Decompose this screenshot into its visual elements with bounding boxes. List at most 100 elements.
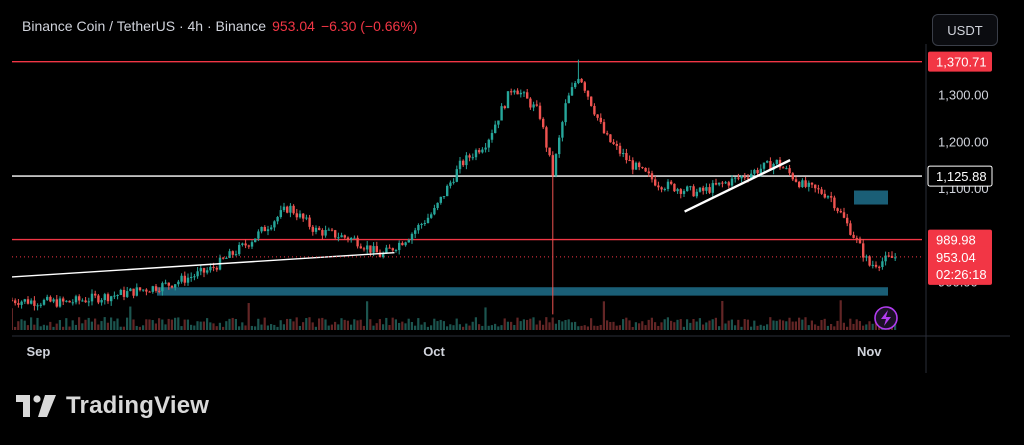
chart-panel[interactable]: 900.001,100.001,200.001,300.001,370.711,… [12, 8, 1010, 373]
volume-bar [689, 322, 692, 330]
volume-bar [266, 325, 269, 330]
volume-bar [817, 325, 820, 330]
candle-body [417, 224, 420, 231]
brand-name: TradingView [66, 392, 210, 419]
volume-bar [574, 321, 577, 330]
candle-body [670, 181, 673, 184]
volume-bar [199, 321, 202, 330]
candle-body [337, 237, 340, 239]
candle-body [756, 170, 759, 174]
candle-body [206, 270, 209, 273]
volume-bar [414, 325, 417, 330]
volume-bar [12, 308, 13, 330]
volume-bar [865, 324, 868, 330]
volume-bar [154, 323, 157, 330]
candle-body [497, 120, 500, 125]
candle-body [804, 180, 807, 187]
candle-body [94, 293, 97, 296]
volume-bar [132, 319, 135, 330]
volume-bar [97, 324, 100, 330]
volume-bar [164, 324, 167, 330]
volume-bar [804, 317, 807, 330]
candle-body [164, 282, 167, 284]
volume-bar [638, 323, 641, 330]
volume-bar [206, 318, 209, 330]
volume-bar [682, 326, 685, 330]
volume-bar [327, 325, 330, 330]
volume-bar [721, 300, 724, 330]
candle-body [340, 235, 343, 238]
volume-bar [289, 318, 292, 330]
volume-bar [602, 301, 605, 330]
candle-body [138, 287, 142, 291]
volume-bar [570, 322, 573, 330]
currency-button[interactable]: USDT [932, 14, 998, 46]
volume-bar [423, 322, 426, 330]
volume-bar [196, 321, 199, 330]
volume-bar [430, 325, 433, 330]
volume-bar [628, 320, 631, 330]
candle-body [692, 186, 695, 197]
candle-body [359, 246, 362, 249]
candle-body [526, 92, 529, 99]
candle-body [638, 162, 641, 168]
volume-bar [378, 319, 381, 330]
candle-body [654, 179, 657, 186]
volume-bar [254, 326, 257, 330]
volume-bar [625, 317, 628, 330]
candle-body [762, 162, 766, 169]
volume-bar [657, 325, 660, 330]
volume-bar [23, 320, 26, 330]
candle-body [884, 255, 887, 262]
volume-bar [580, 325, 583, 330]
candle-body [462, 160, 465, 166]
volume-bar [618, 325, 621, 330]
candle-body [250, 242, 254, 247]
volume-bar [634, 322, 637, 330]
candle-body [78, 296, 81, 301]
candle-body [270, 227, 273, 230]
candle-body [126, 291, 129, 297]
candle-body [247, 245, 250, 247]
candle-body [529, 98, 532, 108]
volume-bar [532, 317, 535, 330]
volume-bar [516, 317, 519, 330]
volume-bar [730, 319, 733, 330]
candle-body [606, 133, 609, 135]
candle-body [548, 147, 551, 156]
candle-body [455, 169, 458, 182]
price-chart[interactable]: 900.001,100.001,200.001,300.001,370.711,… [12, 8, 1010, 373]
volume-bar [238, 326, 241, 330]
volume-bar [62, 326, 65, 330]
candle-body [385, 247, 388, 254]
volume-bar [718, 326, 721, 330]
candle-body [484, 147, 487, 150]
candle-body [545, 127, 548, 148]
candle-body [452, 181, 455, 183]
volume-bar [535, 324, 538, 330]
candle-body [487, 139, 490, 148]
volume-bar [353, 319, 356, 330]
candle-body [401, 242, 404, 246]
volume-bar [692, 319, 695, 330]
candle-body [657, 185, 660, 188]
volume-bar [609, 322, 612, 330]
volume-bar [791, 321, 794, 330]
candle-body [686, 186, 689, 192]
volume-bar [215, 326, 218, 330]
volume-bar [58, 320, 61, 330]
volume-bar [519, 321, 522, 330]
volume-bar [138, 326, 141, 330]
volume-bar [167, 318, 170, 330]
volume-bar [708, 320, 711, 330]
candle-body [110, 296, 113, 302]
volume-bar [90, 321, 93, 330]
volume-bar [727, 320, 730, 330]
candle-body [334, 230, 337, 238]
candle-body [97, 295, 100, 303]
candle-body [119, 289, 122, 295]
candle-body [894, 257, 897, 259]
volume-bar [670, 320, 673, 330]
candle-body [634, 162, 638, 170]
